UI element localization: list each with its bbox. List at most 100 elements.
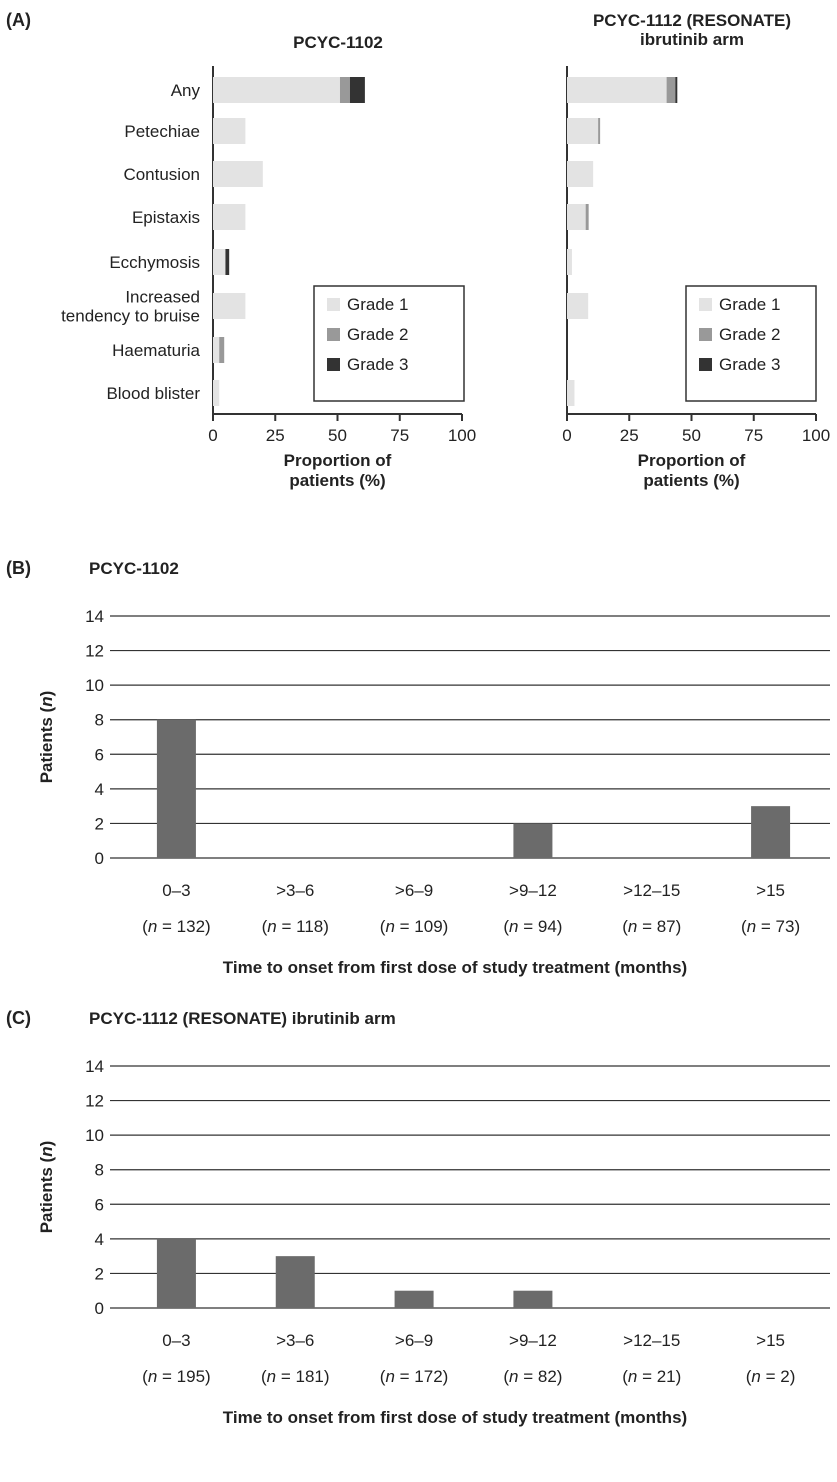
- category-label: Contusion: [123, 165, 200, 184]
- chart-title: ibrutinib arm: [640, 30, 744, 49]
- y-tick-label: 4: [95, 1230, 104, 1249]
- bar: [751, 806, 791, 858]
- bar-segment-grade1: [567, 77, 667, 103]
- y-tick-label: 2: [95, 814, 104, 833]
- bar-segment-grade2: [339, 77, 350, 103]
- bar-segment-grade1: [213, 337, 220, 363]
- bar-segment-grade1: [213, 161, 263, 187]
- n-label: (n = 87): [622, 917, 681, 936]
- bar: [156, 1238, 196, 1308]
- legend-label-grade3: Grade 3: [719, 355, 780, 374]
- x-tick-label: 100: [448, 426, 476, 445]
- y-tick-label: 8: [95, 711, 104, 730]
- chart-a-left: PCYC-1102 0 25 50 75 100 Proportion ofpatients…: [61, 33, 476, 490]
- y-tick-label: 0: [95, 1299, 104, 1318]
- category-label: >9–12: [509, 1331, 557, 1350]
- n-label: (n = 181): [261, 1367, 330, 1386]
- category-label: >15: [756, 881, 785, 900]
- y-axis-title: Patients (n): [37, 1141, 56, 1234]
- chart-title: PCYC-1112 (RESONATE): [593, 11, 791, 30]
- x-tick-label: 75: [390, 426, 409, 445]
- chart-title: PCYC-1112 (RESONATE) ibrutinib arm: [89, 1009, 396, 1028]
- bar: [156, 719, 196, 858]
- y-axis-title: Patients (n): [37, 691, 56, 784]
- bar-segment-grade1: [213, 249, 226, 275]
- y-tick-label: 6: [95, 745, 104, 764]
- category-label: Haematuria: [112, 341, 200, 360]
- category-label: >15: [756, 1331, 785, 1350]
- legend-swatch-grade1: [327, 298, 340, 311]
- bar-segment-grade3: [675, 77, 678, 103]
- bar-segment-grade1: [567, 161, 594, 187]
- y-tick-label: 6: [95, 1195, 104, 1214]
- n-label: (n = 82): [503, 1367, 562, 1386]
- x-tick-label: 100: [802, 426, 830, 445]
- category-label: Ecchymosis: [109, 253, 200, 272]
- category-label: >12–15: [623, 1331, 680, 1350]
- legend-swatch-grade2: [327, 328, 340, 341]
- y-tick-label: 2: [95, 1264, 104, 1283]
- bar-segment-grade1: [213, 204, 246, 230]
- n-label: (n = 94): [503, 917, 562, 936]
- chart-a-right: PCYC-1112 (RESONATE)ibrutinib arm 0 25 50 75…: [562, 11, 830, 490]
- bar-segment-grade1: [213, 293, 246, 319]
- n-label: (n = 21): [622, 1367, 681, 1386]
- y-tick-label: 14: [85, 607, 104, 626]
- bar-segment-grade2: [585, 204, 589, 230]
- y-tick-label: 12: [85, 642, 104, 661]
- bar: [394, 1290, 434, 1308]
- legend-swatch-grade1: [699, 298, 712, 311]
- x-axis-title: Proportion of: [638, 451, 746, 470]
- x-tick-label: 50: [682, 426, 701, 445]
- legend-label-grade2: Grade 2: [347, 325, 408, 344]
- y-tick-label: 0: [95, 849, 104, 868]
- x-axis-title: Proportion of: [284, 451, 392, 470]
- bar-segment-grade2: [219, 337, 225, 363]
- chart-title: PCYC-1102: [293, 33, 383, 52]
- category-label: Blood blister: [106, 384, 200, 403]
- category-label: 0–3: [162, 1331, 190, 1350]
- x-tick-label: 0: [562, 426, 571, 445]
- legend-swatch-grade2: [699, 328, 712, 341]
- y-tick-label: 8: [95, 1161, 104, 1180]
- category-label: Petechiae: [124, 122, 200, 141]
- y-tick-label: 12: [85, 1092, 104, 1111]
- n-label: (n = 195): [142, 1367, 211, 1386]
- n-label: (n = 73): [741, 917, 800, 936]
- bar-segment-grade1: [213, 118, 246, 144]
- x-tick-label: 25: [620, 426, 639, 445]
- legend-label-grade1: Grade 1: [347, 295, 408, 314]
- bar-segment-grade1: [567, 118, 599, 144]
- bar-segment-grade2: [666, 77, 676, 103]
- category-label: Epistaxis: [132, 208, 200, 227]
- x-axis-title: Time to onset from first dose of study t…: [223, 1408, 687, 1427]
- bar: [513, 1290, 553, 1308]
- x-tick-label: 75: [744, 426, 763, 445]
- legend-label-grade1: Grade 1: [719, 295, 780, 314]
- bar-segment-grade1: [567, 380, 575, 406]
- y-tick-label: 4: [95, 780, 104, 799]
- bar-segment-grade1: [567, 204, 586, 230]
- n-label: (n = 118): [262, 917, 329, 936]
- legend-box: [313, 285, 465, 402]
- category-label: >3–6: [276, 1331, 314, 1350]
- x-axis-title: Time to onset from first dose of study t…: [223, 958, 687, 977]
- n-label: (n = 109): [380, 917, 449, 936]
- category-label: >6–9: [395, 1331, 433, 1350]
- category-label: >9–12: [509, 881, 557, 900]
- legend-swatch-grade3: [327, 358, 340, 371]
- category-label: >3–6: [276, 881, 314, 900]
- legend-label-grade3: Grade 3: [347, 355, 408, 374]
- x-axis-title: patients (%): [289, 471, 385, 490]
- bar-segment-grade1: [213, 380, 220, 406]
- x-tick-label: 50: [328, 426, 347, 445]
- bar-segment-grade3: [349, 77, 365, 103]
- bar-segment-grade2: [598, 118, 601, 144]
- category-label: tendency to bruise: [61, 307, 200, 326]
- bar: [275, 1256, 315, 1308]
- bar-segment-grade3: [225, 249, 230, 275]
- chart-title: PCYC-1102: [89, 559, 179, 578]
- category-label: Increased: [125, 288, 200, 307]
- panel-label-b: (B): [6, 558, 31, 578]
